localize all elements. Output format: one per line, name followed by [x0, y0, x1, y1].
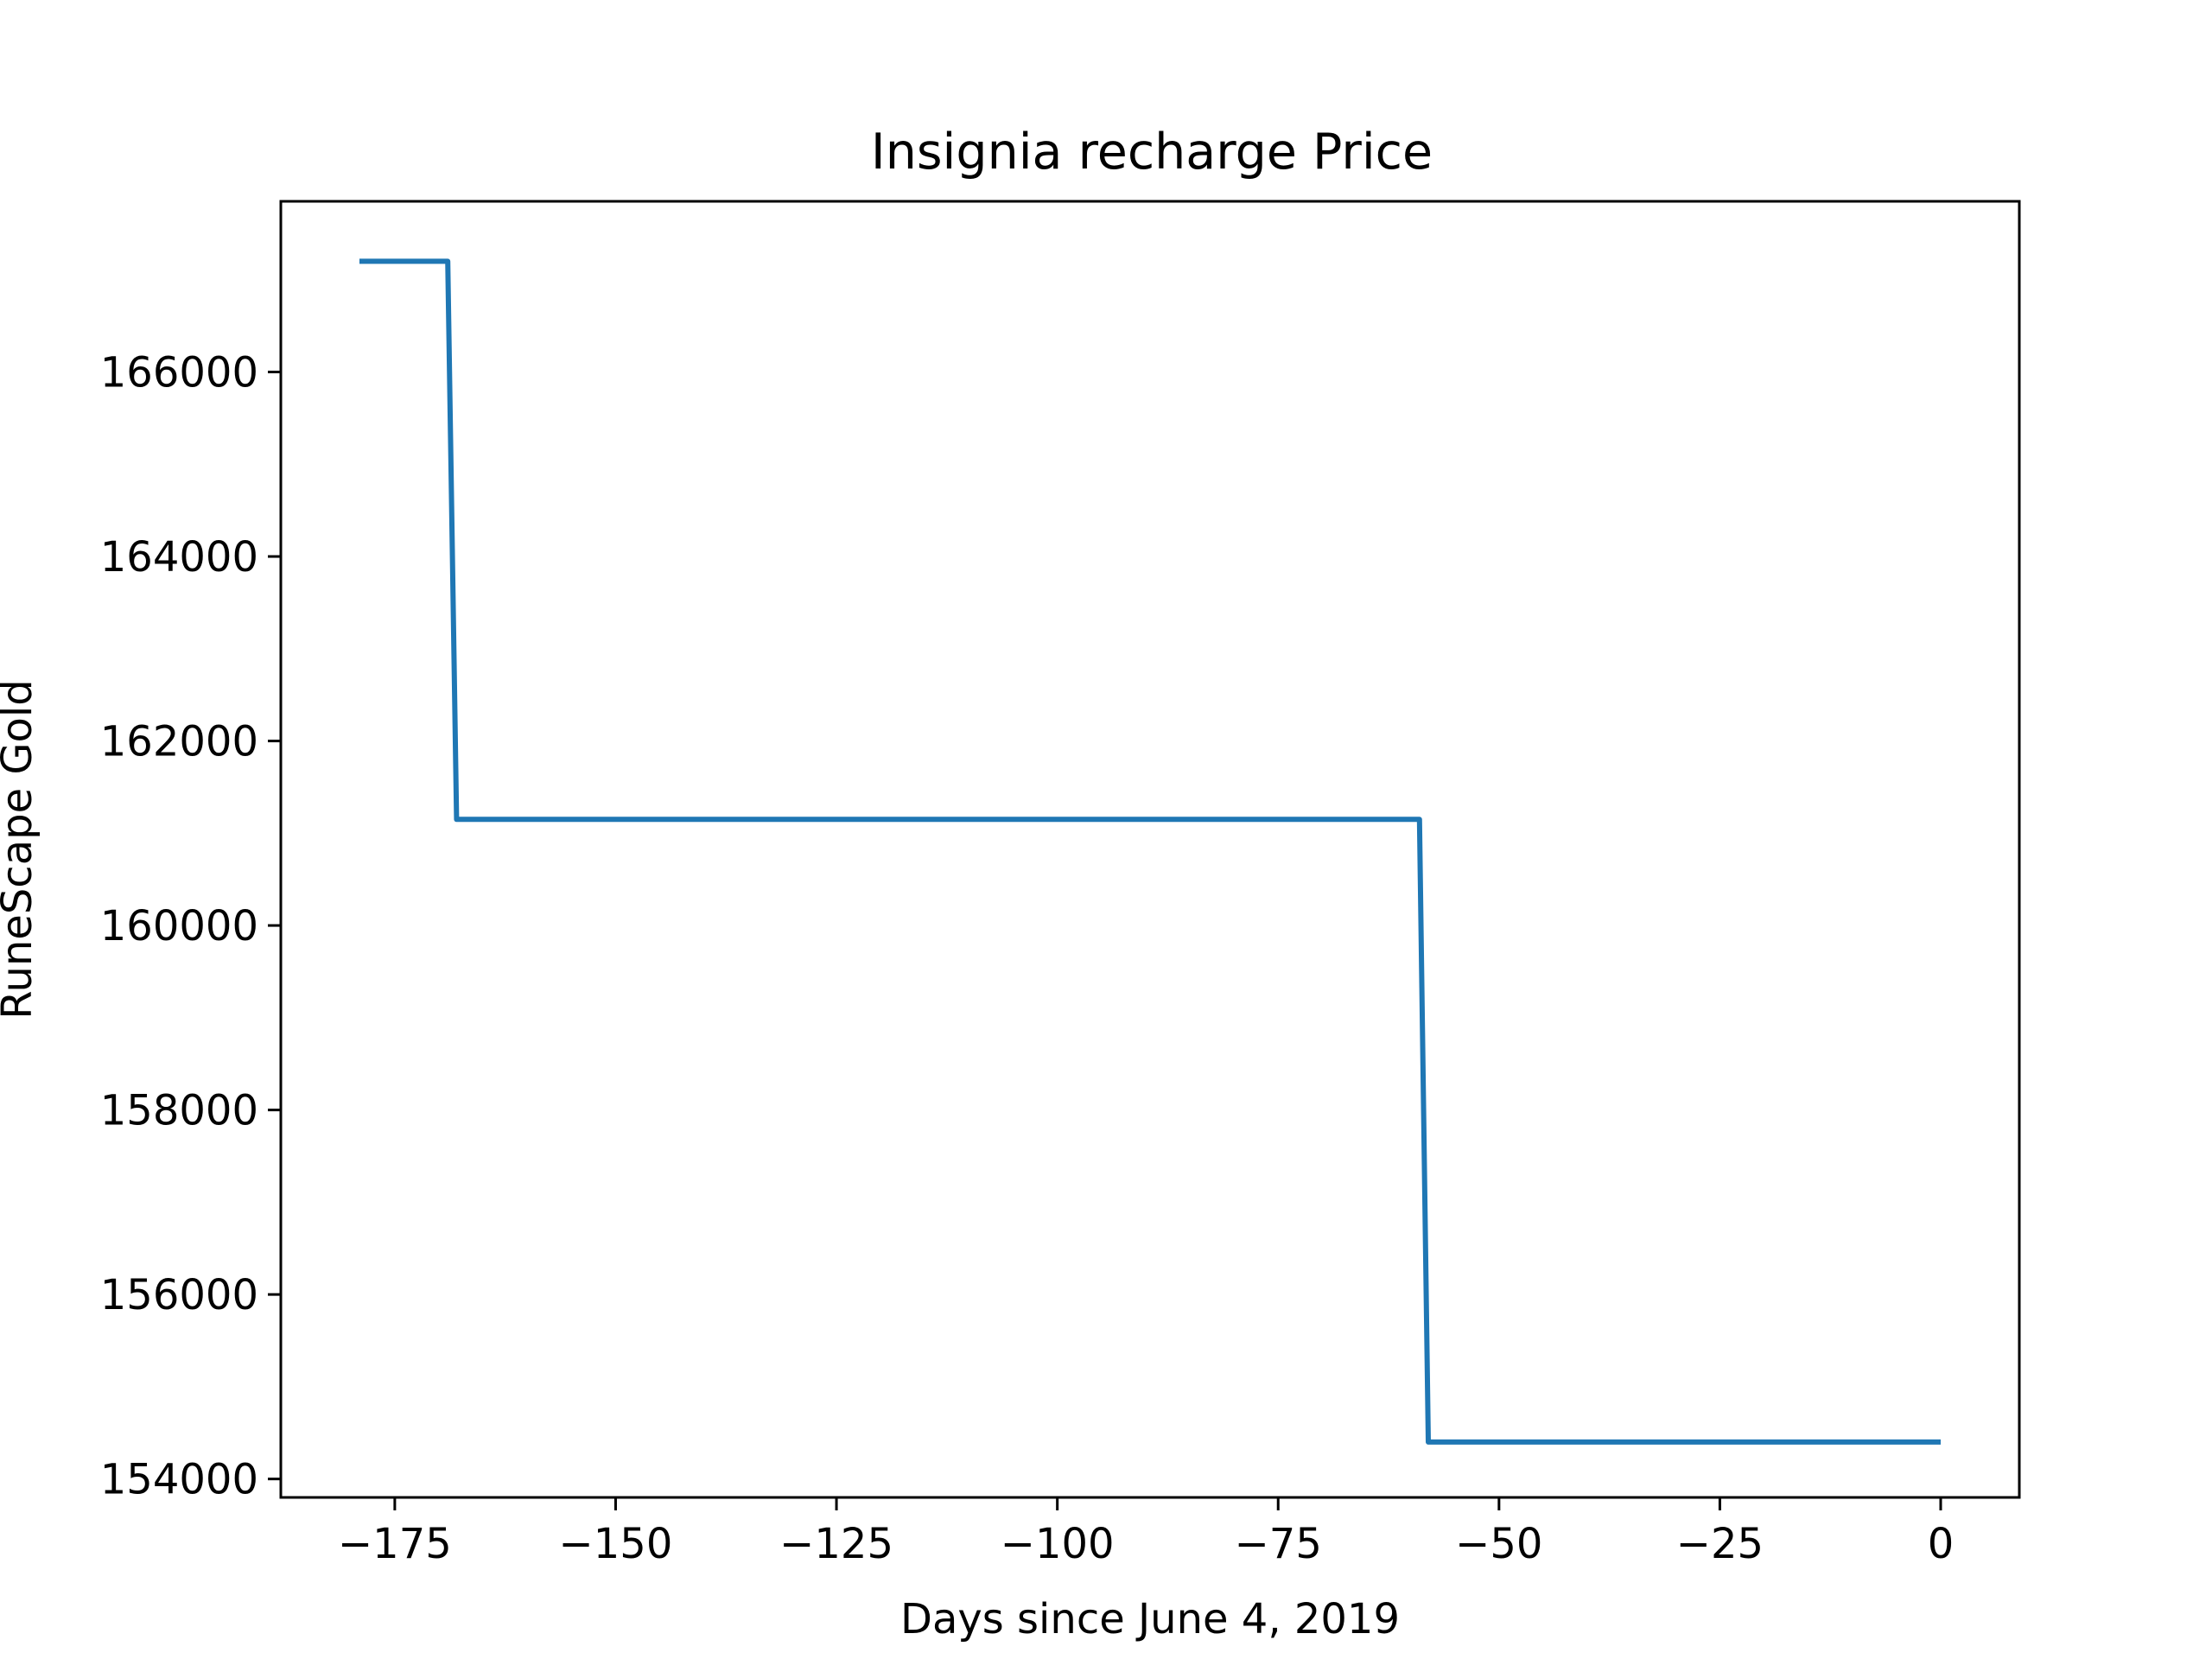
chart-title: Insignia recharge Price [871, 124, 1433, 181]
y-tick-label: 166000 [100, 349, 258, 397]
y-tick-label: 164000 [100, 533, 258, 582]
axes-frame [279, 200, 2021, 1499]
y-tick-label: 154000 [100, 1456, 258, 1504]
y-tick-label: 158000 [100, 1087, 258, 1135]
plot-area [359, 258, 1941, 1445]
x-tick-label: −25 [1676, 1520, 1764, 1568]
x-tick-label: −125 [779, 1520, 893, 1568]
y-axis-label: RuneScape Gold [0, 679, 41, 1019]
x-tick-label: −50 [1455, 1520, 1542, 1568]
series-line-0 [359, 258, 1941, 1445]
x-tick-label: −75 [1235, 1520, 1322, 1568]
x-axis-label: Days since June 4, 2019 [900, 1595, 1400, 1643]
y-tick-label: 162000 [100, 718, 258, 766]
x-tick-label: −150 [559, 1520, 673, 1568]
x-tick-label: −175 [338, 1520, 452, 1568]
x-tick-label: −100 [1001, 1520, 1115, 1568]
y-tick-label: 156000 [100, 1271, 258, 1319]
y-axis-ticks: 154000 156000 158000 160000 162000 164000 1660… [100, 349, 281, 1504]
y-tick-label: 160000 [100, 902, 258, 950]
x-axis-ticks: −175 −150 −125 −100 −75 −50 −25 0 [338, 1497, 1954, 1568]
x-tick-label: 0 [1928, 1520, 1955, 1568]
